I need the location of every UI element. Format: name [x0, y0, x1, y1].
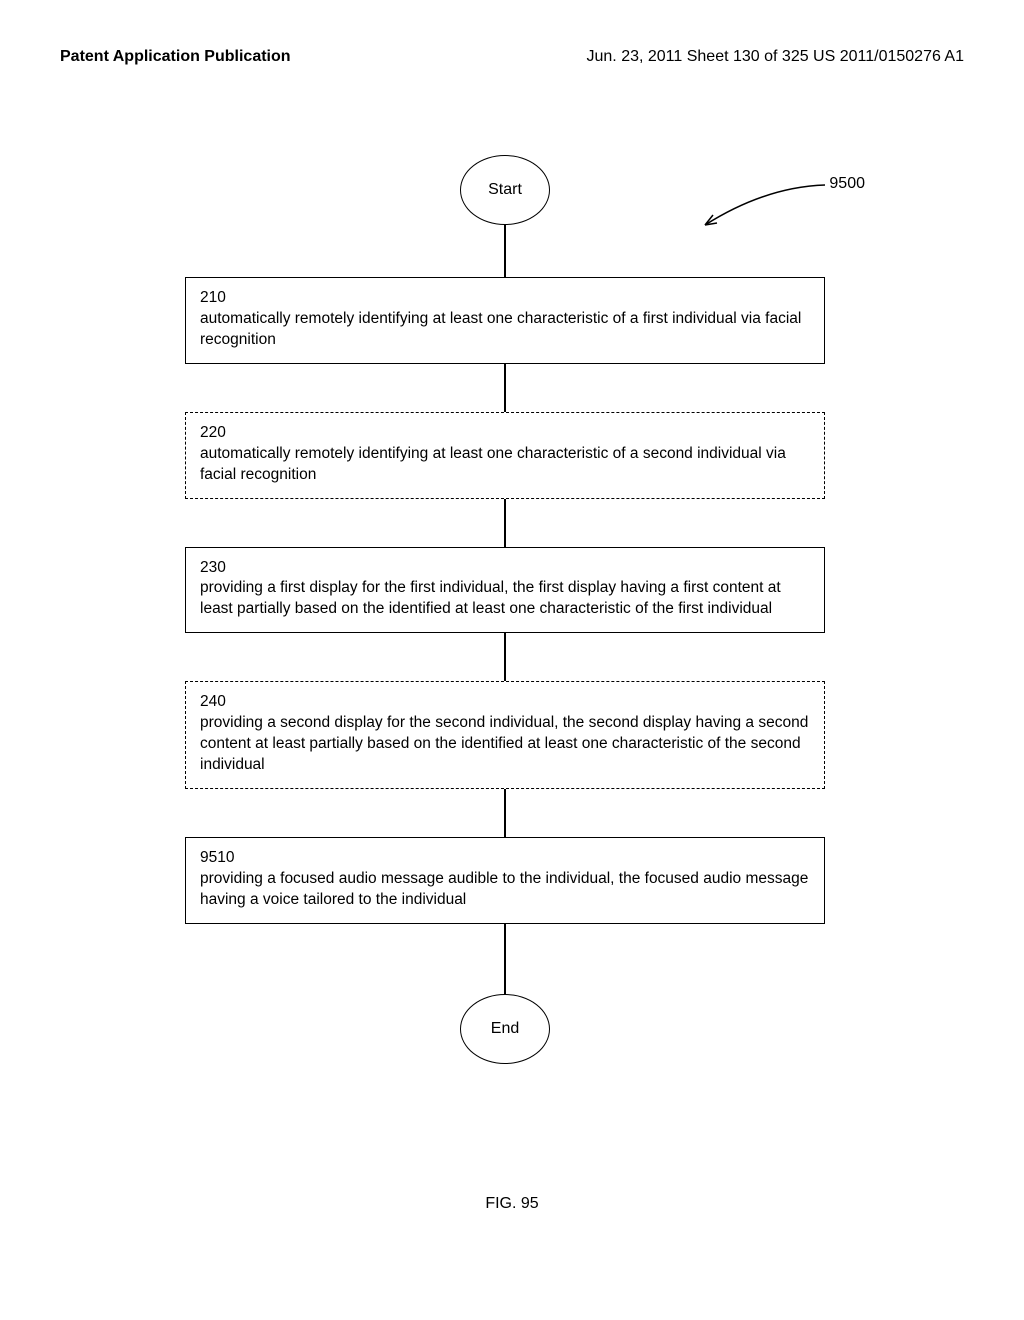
- step-text: providing a second display for the secon…: [200, 714, 808, 773]
- step-230: 230 providing a first display for the fi…: [185, 547, 825, 634]
- connector: [504, 924, 506, 994]
- step-number: 220: [200, 424, 226, 441]
- step-number: 210: [200, 289, 226, 306]
- step-text: providing a first display for the first …: [200, 579, 781, 617]
- step-text: providing a focused audio message audibl…: [200, 870, 808, 908]
- connector: [504, 364, 506, 412]
- connector: [504, 225, 506, 277]
- step-number: 9510: [200, 849, 234, 866]
- connector: [504, 633, 506, 681]
- figure-label: FIG. 95: [0, 1195, 1024, 1213]
- step-number: 230: [200, 559, 226, 576]
- header-right: Jun. 23, 2011 Sheet 130 of 325 US 2011/0…: [587, 48, 965, 66]
- step-210: 210 automatically remotely identifying a…: [185, 277, 825, 364]
- end-label: End: [491, 1020, 519, 1038]
- connector: [504, 789, 506, 837]
- end-terminal: End: [460, 994, 550, 1064]
- header-left: Patent Application Publication: [60, 48, 291, 65]
- step-240: 240 providing a second display for the s…: [185, 681, 825, 789]
- flowchart: Start 9500 210 automatically remotely id…: [185, 155, 825, 1064]
- reference-arrow: 9500: [695, 177, 865, 237]
- step-text: automatically remotely identifying at le…: [200, 310, 801, 348]
- step-220: 220 automatically remotely identifying a…: [185, 412, 825, 499]
- step-text: automatically remotely identifying at le…: [200, 445, 786, 483]
- start-label: Start: [488, 181, 522, 199]
- reference-number: 9500: [829, 175, 865, 193]
- step-number: 240: [200, 693, 226, 710]
- step-9510: 9510 providing a focused audio message a…: [185, 837, 825, 924]
- start-terminal: Start: [460, 155, 550, 225]
- connector: [504, 499, 506, 547]
